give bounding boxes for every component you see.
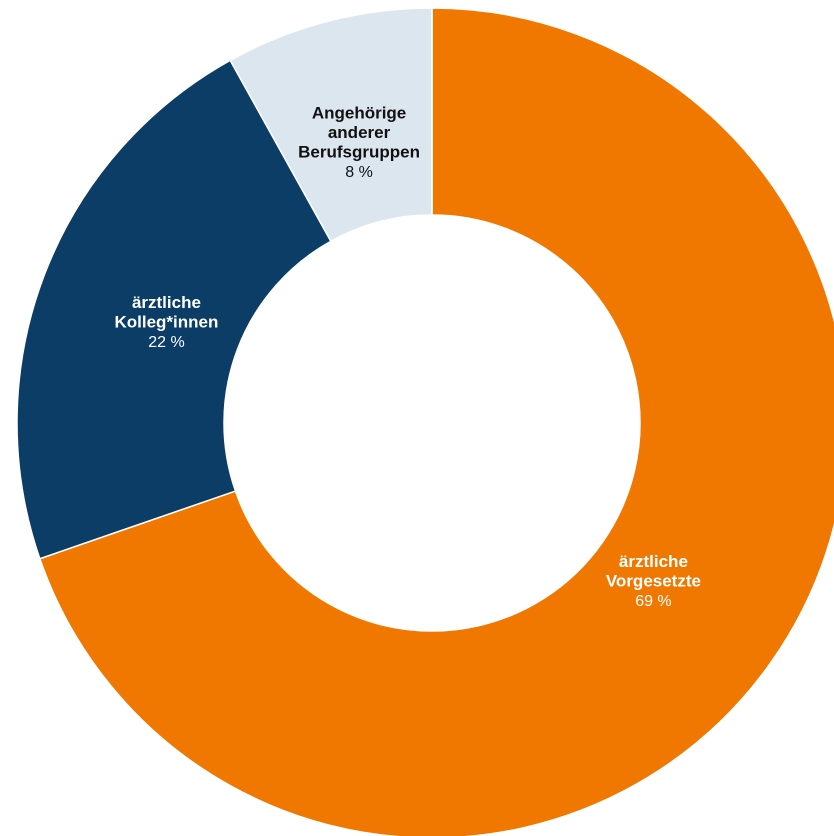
slice-label-line: ärztliche xyxy=(132,293,201,312)
slice-label-line: ärztliche xyxy=(619,552,688,571)
slice-label-line: Kolleg*innen xyxy=(114,313,218,332)
slice-label-line: Vorgesetzte xyxy=(606,572,701,591)
slice-label-line: Berufsgruppen xyxy=(298,143,420,162)
slice-aerztliche-vorgesetzte xyxy=(38,7,834,836)
slice-value-label: 22 % xyxy=(148,334,184,351)
slice-value-label: 8 % xyxy=(345,164,373,181)
slice-value-label: 69 % xyxy=(635,593,671,610)
slice-label-line: Angehörige xyxy=(312,104,406,123)
slice-angehoerige-anderer-berufsgruppen xyxy=(229,7,433,243)
slice-aerztliche-kolleg-innen xyxy=(16,59,332,560)
slice-label-line: anderer xyxy=(328,123,391,142)
